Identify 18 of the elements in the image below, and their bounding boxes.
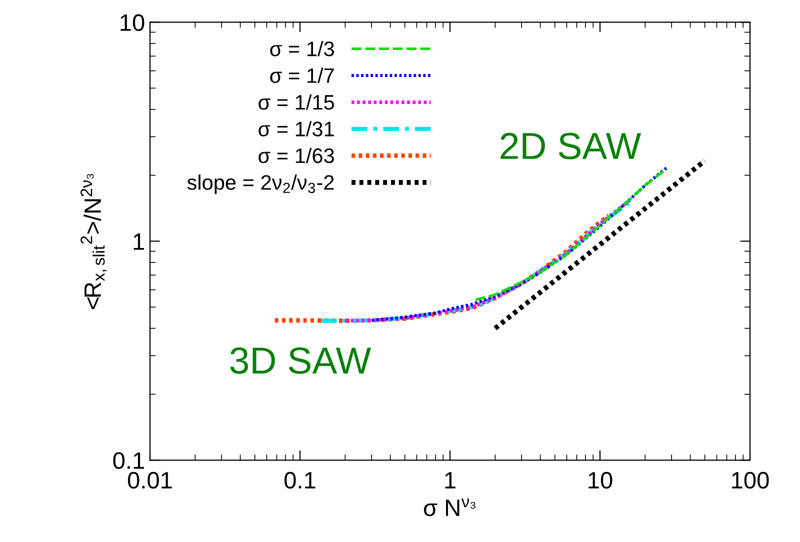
- annotation: 2D SAW: [500, 132, 642, 160]
- legend-label: σ = 1/3: [270, 40, 334, 56]
- y-tick-label: 1: [134, 234, 144, 250]
- x-tick-label: 100: [732, 472, 769, 489]
- x-axis-title: σ N$^{ν₃}$: [424, 498, 476, 516]
- y-tick-label: 0.1: [113, 452, 144, 469]
- y-axis-title: <R$_{x,slit}$$^{2}$>/N$^{2ν₃}$: [80, 174, 107, 309]
- legend-label: slope = 2ν$_{2}$/ν$_{3}$-2: [187, 174, 334, 194]
- legend-label: σ = 1/63: [258, 148, 334, 164]
- legend-label: σ = 1/7: [270, 68, 334, 83]
- y-tick-label: 10: [120, 14, 144, 32]
- x-tick-label: 0.01: [128, 472, 172, 489]
- x-tick-label: 1: [445, 472, 456, 488]
- legend-label: σ = 1/31: [258, 121, 334, 136]
- x-tick-label: 0.1: [284, 472, 316, 489]
- annotation: 3D SAW: [230, 347, 372, 374]
- legend-label: σ = 1/15: [258, 94, 334, 110]
- x-tick-label: 10: [588, 472, 612, 489]
